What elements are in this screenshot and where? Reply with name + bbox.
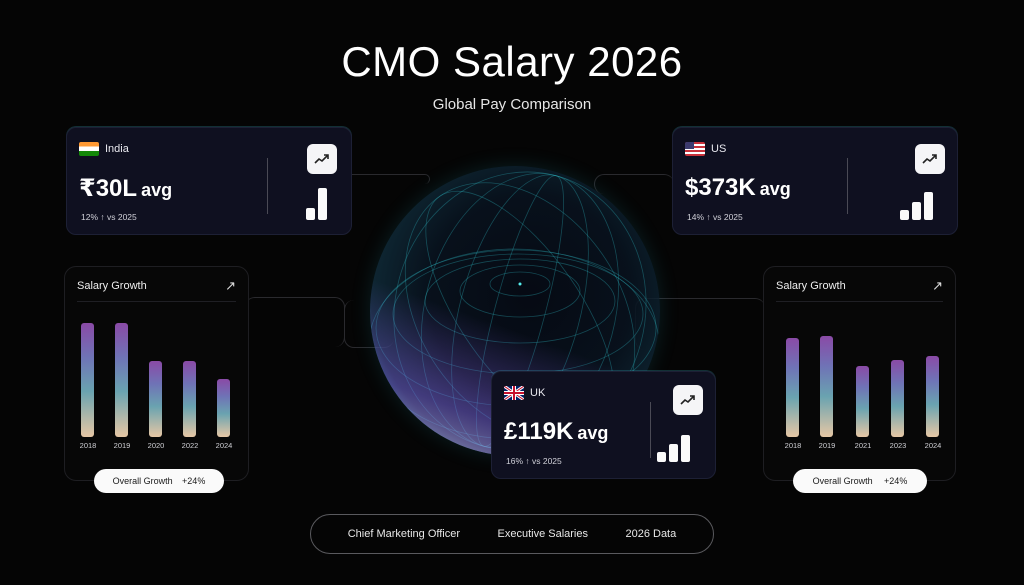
chart-bar [891,360,904,437]
chart-bar [856,366,869,437]
chart-bar [926,356,939,437]
india-flag-icon [79,142,99,156]
connector-line [245,297,345,347]
footer-tag: Chief Marketing Officer [347,528,461,540]
growth-delta: 14% ↑ vs 2025 [687,212,743,222]
divider [267,158,268,214]
chart-bar [81,323,94,437]
uk-flag-icon [504,386,524,400]
overall-growth-pill: Overall Growth +24% [793,469,927,493]
page-subtitle: Global Pay Comparison [432,96,592,113]
uk-salary-card: UK £119K avg 16% ↑ vs 2025 [491,371,716,479]
pill-value: +24% [884,476,908,486]
pill-label: Overall Growth [812,476,873,486]
bar-chart-icon [900,190,933,220]
year-label: 2019 [818,441,836,450]
year-label: 2021 [854,441,872,450]
chart-bar [183,361,196,437]
salary-growth-panel-right: Salary Growth ↗ 2018 2019 2021 2023 2024 [763,266,956,481]
salary-amount: ₹30L avg [79,174,172,203]
pill-value: +24% [182,476,206,486]
year-label: 2019 [113,441,131,450]
bar-chart-icon [657,434,690,462]
panel-title: Salary Growth [77,280,147,292]
year-label: 2023 [889,441,907,450]
trend-button[interactable] [673,385,703,415]
trend-up-icon [314,154,329,164]
amount-value: ₹30L [79,175,138,202]
growth-delta: 12% ↑ vs 2025 [81,212,137,222]
chart-bar [149,361,162,437]
panel-title: Salary Growth [776,280,846,292]
amount-value: £119K [504,418,574,445]
footer-tag: 2026 Data [625,528,677,540]
salary-growth-panel-left: Salary Growth ↗ 2018 2019 2020 2022 2024 [64,266,249,481]
year-label: 2022 [181,441,199,450]
avg-label: avg [759,179,791,199]
chart-bar [820,336,833,437]
year-label: 2018 [784,441,802,450]
connector-line [340,174,430,184]
chart-bar [115,323,128,437]
bar-chart-icon [306,186,327,220]
footer-tag: Executive Salaries [497,528,589,540]
pill-label: Overall Growth [112,476,173,486]
india-salary-card: India ₹30L avg 12% ↑ vs 2025 [66,127,352,235]
country-label: UK [530,387,546,399]
trend-up-icon [680,395,695,405]
year-label: 2024 [215,441,233,450]
year-label: 2024 [924,441,942,450]
divider [650,402,651,458]
chart-bar [786,338,799,437]
us-flag-icon [685,142,705,156]
page-title: CMO Salary 2026 [341,38,683,85]
growth-delta: 16% ↑ vs 2025 [506,456,562,466]
year-label: 2018 [79,441,97,450]
salary-amount: £119K avg [504,418,608,446]
connector-line [594,174,674,194]
country-label: India [105,143,129,155]
avg-label: avg [141,180,173,200]
salary-amount: $373K avg [685,174,791,202]
chart-bar [217,379,230,437]
expand-arrow-icon[interactable]: ↗ [932,278,943,293]
us-salary-card: US $373K avg 14% ↑ vs 2025 [672,127,958,235]
expand-arrow-icon[interactable]: ↗ [225,278,236,293]
avg-label: avg [577,423,609,443]
divider [776,301,943,302]
year-label: 2020 [147,441,165,450]
trend-up-icon [922,154,937,164]
amount-value: $373K [685,174,756,201]
country-label: US [711,143,727,155]
trend-button[interactable] [915,144,945,174]
trend-button[interactable] [307,144,337,174]
divider [77,301,236,302]
overall-growth-pill: Overall Growth +24% [94,469,224,493]
footer-tag-bar: Chief Marketing Officer Executive Salari… [310,514,714,554]
connector-line [344,300,394,348]
divider [847,158,848,214]
